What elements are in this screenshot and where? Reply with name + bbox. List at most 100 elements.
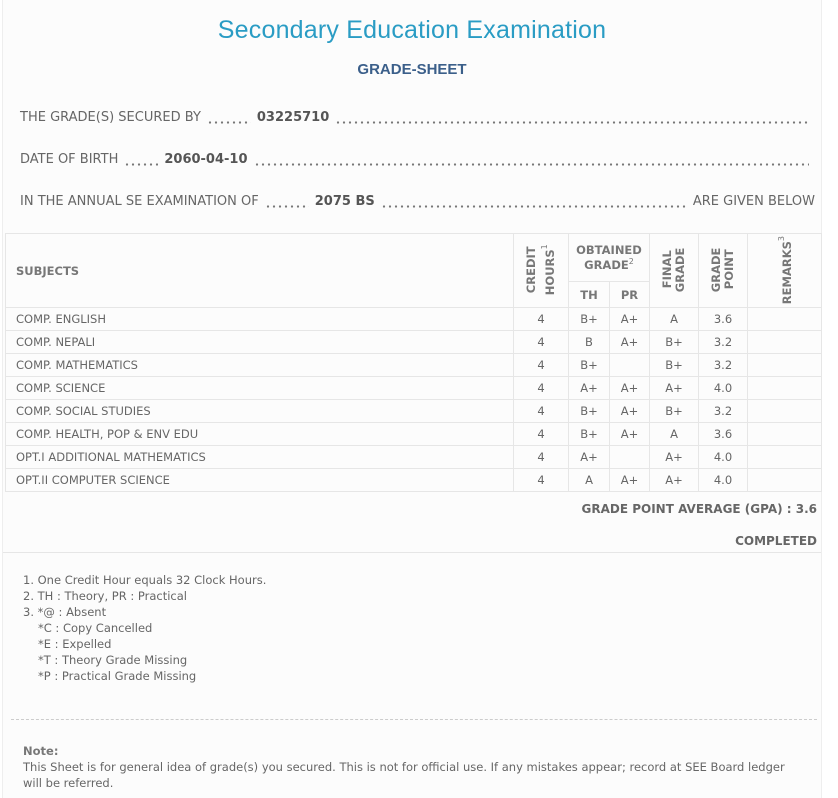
exam-label: IN THE ANNUAL SE EXAMINATION OF <box>20 194 259 209</box>
symbol-number: 03225710 <box>256 110 330 125</box>
credit-cell: 4 <box>513 445 569 470</box>
credit-cell: 4 <box>513 422 569 447</box>
page-title: Secondary Education Examination <box>217 16 607 44</box>
subject-cell: COMP. SCIENCE <box>5 376 514 401</box>
grade-point-cell: 4.0 <box>698 468 748 493</box>
table-row: COMP. ENGLISH 4 B+ A+ A 3.6 <box>5 307 822 332</box>
dot-leader <box>264 205 309 208</box>
credit-cell: 4 <box>513 399 569 424</box>
table-row: COMP. SCIENCE 4 A+ A+ A+ 4.0 <box>5 376 822 401</box>
subject-cell: COMP. HEALTH, POP & ENV EDU <box>5 422 514 447</box>
remarks-cell <box>747 330 822 355</box>
subject-cell: COMP. SOCIAL STUDIES <box>5 399 514 424</box>
page-subtitle: GRADE-SHEET <box>357 61 467 78</box>
remarks-cell <box>747 353 822 378</box>
remarks-cell <box>747 468 822 493</box>
footnote: *E : Expelled <box>38 637 112 651</box>
note-label: Note: <box>23 744 59 758</box>
credit-cell: 4 <box>513 330 569 355</box>
footnotes: 1. One Credit Hour equals 32 Clock Hours… <box>23 572 266 684</box>
gpa-value: GRADE POINT AVERAGE (GPA) : 3.6 <box>581 502 818 516</box>
credit-cell: 4 <box>513 307 569 332</box>
header-obtained-grade: OBTAINED GRADE2 <box>568 233 650 282</box>
final-grade-cell: B+ <box>649 399 699 424</box>
pr-grade-cell <box>609 353 650 378</box>
header-remarks: REMARKS3 <box>747 232 822 309</box>
dashed-divider <box>11 719 817 720</box>
table-row: COMP. NEPALI 4 B A+ B+ 3.2 <box>5 330 822 355</box>
grade-point-cell: 3.6 <box>698 307 748 332</box>
table-row: OPT.II COMPUTER SCIENCE 4 A A+ A+ 4.0 <box>5 468 822 493</box>
remarks-cell <box>747 307 822 332</box>
final-grade-cell: B+ <box>649 330 699 355</box>
final-grade-cell: A+ <box>649 468 699 493</box>
dob-value: 2060-04-10 <box>164 152 248 167</box>
dob-label: DATE OF BIRTH <box>20 152 119 167</box>
final-grade-cell: A+ <box>649 445 699 470</box>
final-grade-cell: B+ <box>649 353 699 378</box>
th-grade-cell: A+ <box>568 376 610 401</box>
pr-grade-cell: A+ <box>609 399 650 424</box>
table-row: COMP. HEALTH, POP & ENV EDU 4 B+ A+ A 3.6 <box>5 422 822 447</box>
secured-by-label: THE GRADE(S) SECURED BY <box>20 110 201 125</box>
grade-point-cell: 3.2 <box>698 330 748 355</box>
divider <box>3 552 821 553</box>
pr-grade-cell: A+ <box>609 422 650 447</box>
note: Note: This Sheet is for general idea of … <box>23 743 803 791</box>
final-grade-cell: A+ <box>649 376 699 401</box>
exam-year: 2075 BS <box>314 194 375 209</box>
subject-cell: COMP. NEPALI <box>5 330 514 355</box>
th-grade-cell: B+ <box>568 422 610 447</box>
grade-point-cell: 3.2 <box>698 353 748 378</box>
pr-grade-cell <box>609 445 650 470</box>
final-grade-cell: A <box>649 307 699 332</box>
credit-cell: 4 <box>513 353 569 378</box>
exam-suffix: ARE GIVEN BELOW <box>692 194 815 209</box>
remarks-cell <box>747 445 822 470</box>
th-grade-cell: B <box>568 330 610 355</box>
grade-point-cell: 4.0 <box>698 445 748 470</box>
secured-by-line: THE GRADE(S) SECURED BY 03225710 <box>20 110 815 128</box>
header-credit-hours: CREDIT HOURS1 <box>513 232 569 309</box>
table-row: OPT.I ADDITIONAL MATHEMATICS 4 A+ A+ 4.0 <box>5 445 822 470</box>
footnote: 3. *@ : Absent <box>23 605 107 619</box>
pr-grade-cell: A+ <box>609 330 650 355</box>
subject-cell: OPT.II COMPUTER SCIENCE <box>5 468 514 493</box>
th-grade-cell: B+ <box>568 399 610 424</box>
footnote: *T : Theory Grade Missing <box>38 653 188 667</box>
grade-point-cell: 3.2 <box>698 399 748 424</box>
note-text: This Sheet is for general idea of grade(… <box>23 760 785 790</box>
header-final-grade: FINAL GRADE <box>649 232 699 309</box>
table-row: COMP. MATHEMATICS 4 B+ B+ 3.2 <box>5 353 822 378</box>
header-th: TH <box>568 280 610 309</box>
th-grade-cell: B+ <box>568 353 610 378</box>
result-status: COMPLETED <box>735 534 817 548</box>
pr-grade-cell: A+ <box>609 307 650 332</box>
credit-cell: 4 <box>513 376 569 401</box>
subject-cell: COMP. MATHEMATICS <box>5 353 514 378</box>
credit-cell: 4 <box>513 468 569 493</box>
grade-point-cell: 3.6 <box>698 422 748 447</box>
dot-leader <box>124 163 159 166</box>
subject-cell: COMP. ENGLISH <box>5 307 514 332</box>
footnote: 1. One Credit Hour equals 32 Clock Hours… <box>23 573 267 587</box>
dot-leader <box>206 121 251 124</box>
final-grade-cell: A <box>649 422 699 447</box>
grades-table: SUBJECTS CREDIT HOURS1 OBTAINED GRADE2 F… <box>5 232 822 493</box>
table-row: COMP. SOCIAL STUDIES 4 B+ A+ B+ 3.2 <box>5 399 822 424</box>
grade-point-cell: 4.0 <box>698 376 748 401</box>
header-grade-point: GRADE POINT <box>698 232 748 309</box>
pr-grade-cell: A+ <box>609 376 650 401</box>
header-pr: PR <box>609 280 650 309</box>
th-grade-cell: A <box>568 468 610 493</box>
footnote: *C : Copy Cancelled <box>38 621 153 635</box>
remarks-cell <box>747 399 822 424</box>
dot-leader <box>380 205 687 208</box>
footnote: 2. TH : Theory, PR : Practical <box>23 589 187 603</box>
exam-line: IN THE ANNUAL SE EXAMINATION OF 2075 BS … <box>20 194 815 212</box>
th-grade-cell: A+ <box>568 445 610 470</box>
dot-leader <box>335 121 809 124</box>
pr-grade-cell: A+ <box>609 468 650 493</box>
remarks-cell <box>747 376 822 401</box>
subject-cell: OPT.I ADDITIONAL MATHEMATICS <box>5 445 514 470</box>
